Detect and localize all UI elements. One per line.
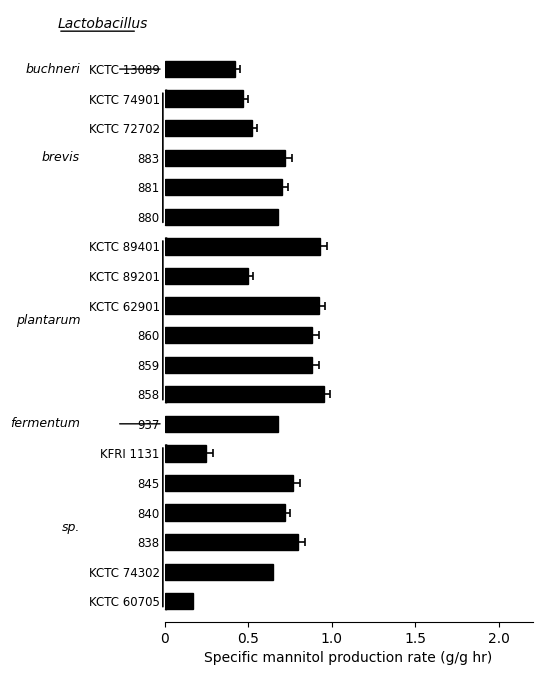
Bar [165, 268, 248, 284]
Bar [165, 297, 318, 314]
Bar [165, 593, 193, 609]
Bar [165, 179, 282, 196]
Bar [165, 416, 278, 432]
Bar [165, 386, 323, 402]
Bar [165, 534, 299, 550]
Bar [165, 564, 273, 580]
Text: Lactobacillus: Lactobacillus [58, 17, 148, 31]
Bar [165, 475, 293, 491]
Bar [165, 238, 320, 254]
Text: buchneri: buchneri [25, 63, 80, 75]
Bar [165, 327, 312, 343]
Text: sp.: sp. [61, 521, 80, 533]
Text: fermentum: fermentum [10, 417, 80, 430]
Bar [165, 91, 243, 106]
Bar [165, 120, 251, 136]
Bar [165, 150, 285, 166]
Text: brevis: brevis [42, 151, 80, 164]
Bar [165, 504, 285, 520]
Bar [165, 61, 235, 77]
X-axis label: Specific mannitol production rate (g/g hr): Specific mannitol production rate (g/g h… [204, 651, 493, 665]
Text: plantarum: plantarum [15, 314, 80, 327]
Bar [165, 357, 312, 373]
Bar [165, 209, 278, 225]
Bar [165, 445, 206, 462]
